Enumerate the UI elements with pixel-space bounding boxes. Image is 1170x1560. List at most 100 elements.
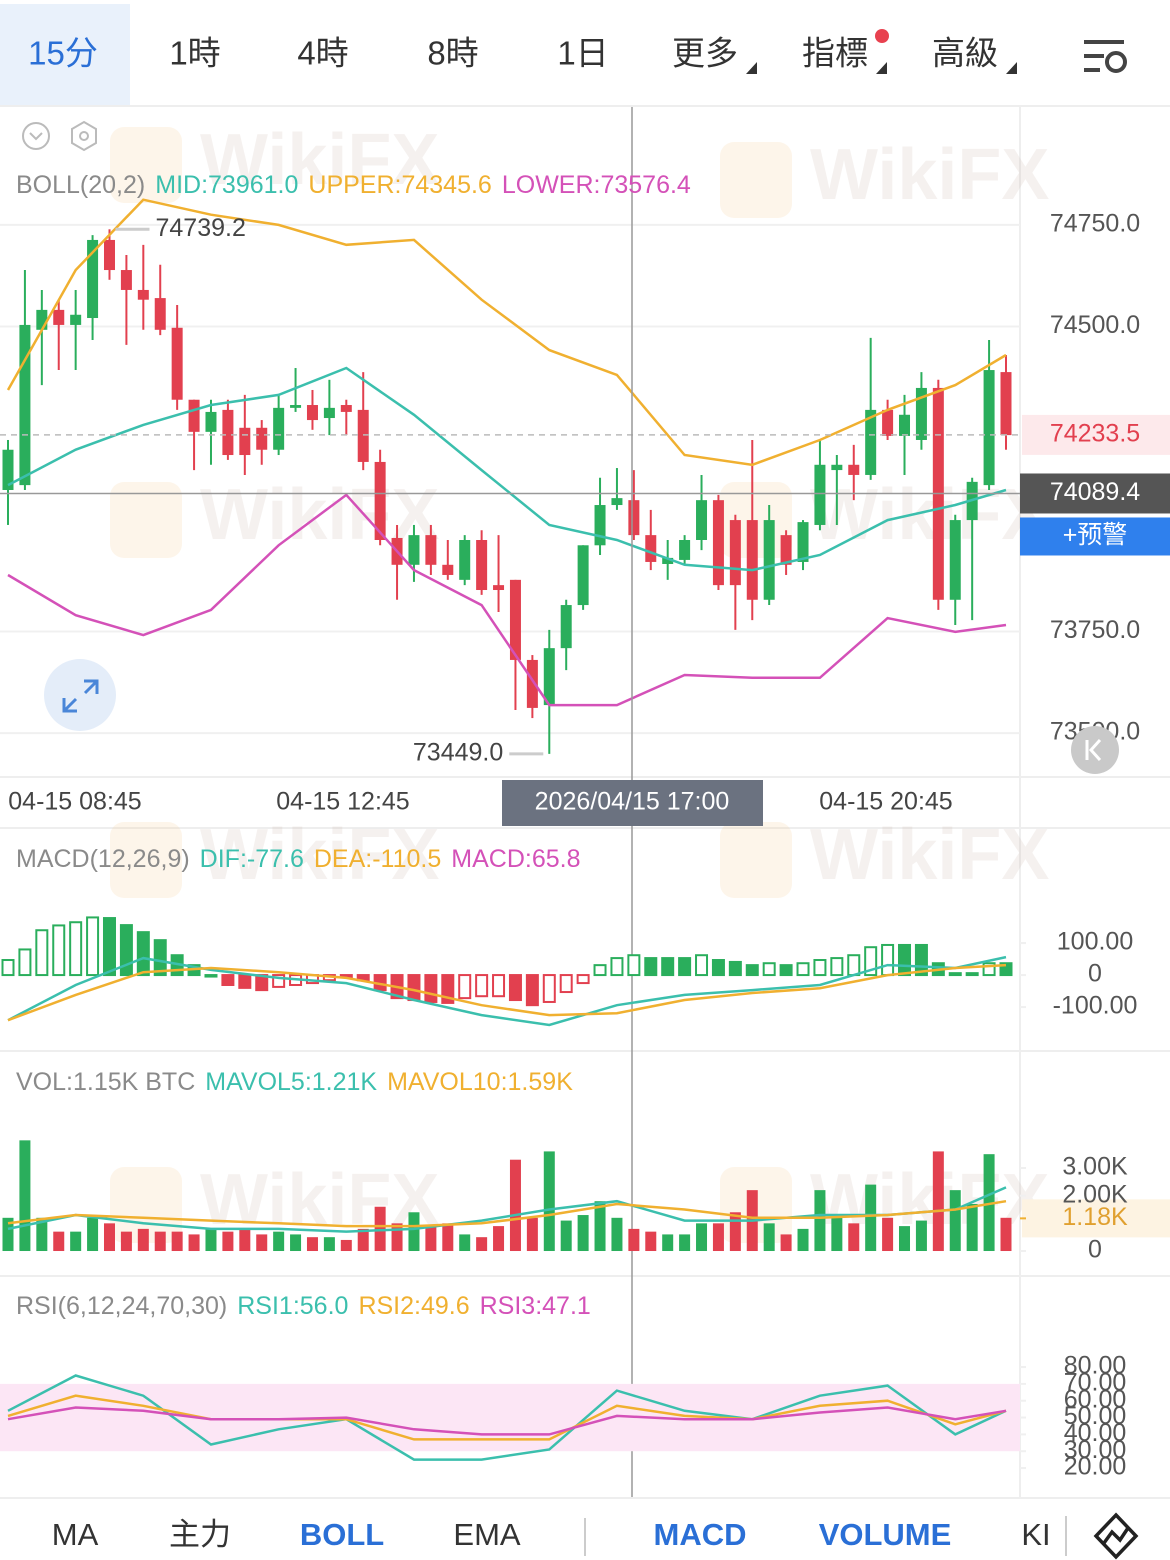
volume-bar — [340, 1239, 352, 1252]
candle-body — [729, 520, 741, 586]
tab[interactable]: 高級 — [932, 35, 998, 72]
header-value: MACD(12,26,9) — [16, 845, 190, 873]
header-value: LOWER:73576.4 — [502, 171, 691, 199]
candle-body — [306, 405, 318, 421]
tab[interactable]: 指標 — [802, 35, 868, 72]
watermark: WikiFX — [810, 1160, 1049, 1240]
volume-bar — [865, 1184, 877, 1252]
macd-bar — [796, 962, 810, 977]
macd-bar — [965, 972, 979, 977]
dropdown-caret — [876, 62, 887, 74]
indicator-tab[interactable]: MACD — [654, 1517, 747, 1552]
candle-body — [780, 535, 792, 565]
crosshair-price: 74089.4 — [1050, 478, 1140, 506]
macd-bar — [627, 954, 641, 977]
watermark: WikiFX — [810, 475, 1049, 555]
alert-button[interactable] — [1020, 517, 1170, 556]
indicator-tab[interactable]: EMA — [453, 1517, 521, 1552]
volume-bar — [848, 1223, 860, 1252]
macd-bar — [204, 974, 218, 978]
tab[interactable]: 1日 — [557, 35, 608, 72]
header-value: UPPER:74345.6 — [308, 171, 491, 199]
indicator-tab[interactable]: MA — [52, 1517, 99, 1552]
tab[interactable]: 更多 — [672, 35, 738, 72]
tab[interactable]: 4時 — [297, 35, 348, 72]
macd-bar — [272, 974, 286, 988]
macd-bar — [610, 957, 624, 977]
header-value: MID:73961.0 — [155, 171, 298, 199]
candle-body — [459, 540, 471, 580]
volume-bar — [831, 1217, 843, 1252]
candle-body — [70, 314, 82, 325]
candle-body — [899, 414, 911, 436]
watermark-logo — [720, 142, 792, 218]
candle-body — [611, 498, 623, 506]
indicator-tab[interactable]: KI — [1021, 1517, 1050, 1552]
candle-body — [408, 535, 420, 565]
volume-bar — [36, 1217, 48, 1252]
settings-icon[interactable] — [1084, 40, 1127, 73]
indicator-line — [7, 1374, 1007, 1461]
y-tick-label: -100.00 — [1053, 992, 1138, 1020]
candle-body — [628, 500, 640, 536]
tab[interactable]: 8時 — [427, 35, 478, 72]
watermark: WikiFX — [200, 815, 439, 895]
candle-body — [273, 407, 285, 450]
volume-bar — [391, 1223, 403, 1252]
macd-bar — [492, 974, 506, 998]
macd-bar — [475, 974, 489, 998]
volume-bar — [526, 1217, 538, 1252]
candle-body — [746, 520, 758, 600]
watermark-logo — [110, 822, 182, 898]
notification-dot — [875, 29, 889, 43]
volume-bar — [645, 1231, 657, 1252]
volume-bar — [70, 1231, 82, 1252]
volume-bar — [222, 1231, 234, 1252]
macd-bar — [542, 974, 556, 1003]
candle-body — [340, 405, 352, 412]
draw-tool-icon[interactable] — [1093, 1512, 1139, 1560]
y-tick-label: 60.00 — [1064, 1385, 1127, 1413]
volume-bar — [594, 1201, 606, 1252]
indicator-tab[interactable]: BOLL — [300, 1517, 384, 1552]
candle-body — [323, 407, 335, 419]
tab[interactable]: 15分 — [28, 35, 98, 72]
y-tick-label: 0 — [1088, 1236, 1102, 1264]
candle-body — [594, 505, 606, 546]
macd-bar — [644, 957, 658, 977]
indicator-tab[interactable]: 主力 — [169, 1517, 231, 1552]
volume-bar — [188, 1234, 200, 1252]
volume-bar — [137, 1228, 149, 1252]
volume-bar — [915, 1220, 927, 1252]
volume-bar — [679, 1234, 691, 1252]
macd-bar — [711, 959, 725, 977]
macd-bar — [762, 962, 776, 977]
tab-bar — [0, 0, 1170, 106]
x-tick-label: 04-15 08:45 — [8, 788, 141, 816]
y-tick-label: 0 — [1088, 960, 1102, 988]
collapse-icon[interactable] — [22, 122, 50, 150]
settings-icon[interactable] — [71, 120, 97, 152]
volume-bar — [662, 1234, 674, 1252]
dropdown-caret — [746, 62, 757, 74]
volume-bar — [357, 1228, 369, 1252]
volume-bar — [53, 1231, 65, 1252]
macd-bar — [559, 974, 573, 994]
candle-body — [374, 461, 386, 541]
candle-body — [357, 409, 369, 462]
scroll-latest-button[interactable] — [1071, 726, 1119, 774]
expand-button[interactable] — [44, 659, 116, 731]
watermark-logo — [720, 822, 792, 898]
candle-body — [797, 522, 809, 562]
indicator-tab[interactable]: VOLUME — [819, 1517, 952, 1552]
header-value: RSI3:47.1 — [480, 1292, 591, 1320]
volume-bar — [154, 1231, 166, 1252]
macd-bar — [695, 954, 709, 977]
volume-bar — [120, 1231, 132, 1252]
y-tick-label: 70.00 — [1064, 1368, 1127, 1396]
y-tick-label: 30.00 — [1064, 1436, 1127, 1464]
macd-bar — [119, 924, 133, 977]
volume-bar — [323, 1237, 335, 1252]
macd-bar — [221, 974, 235, 986]
tab[interactable]: 1時 — [169, 35, 220, 72]
